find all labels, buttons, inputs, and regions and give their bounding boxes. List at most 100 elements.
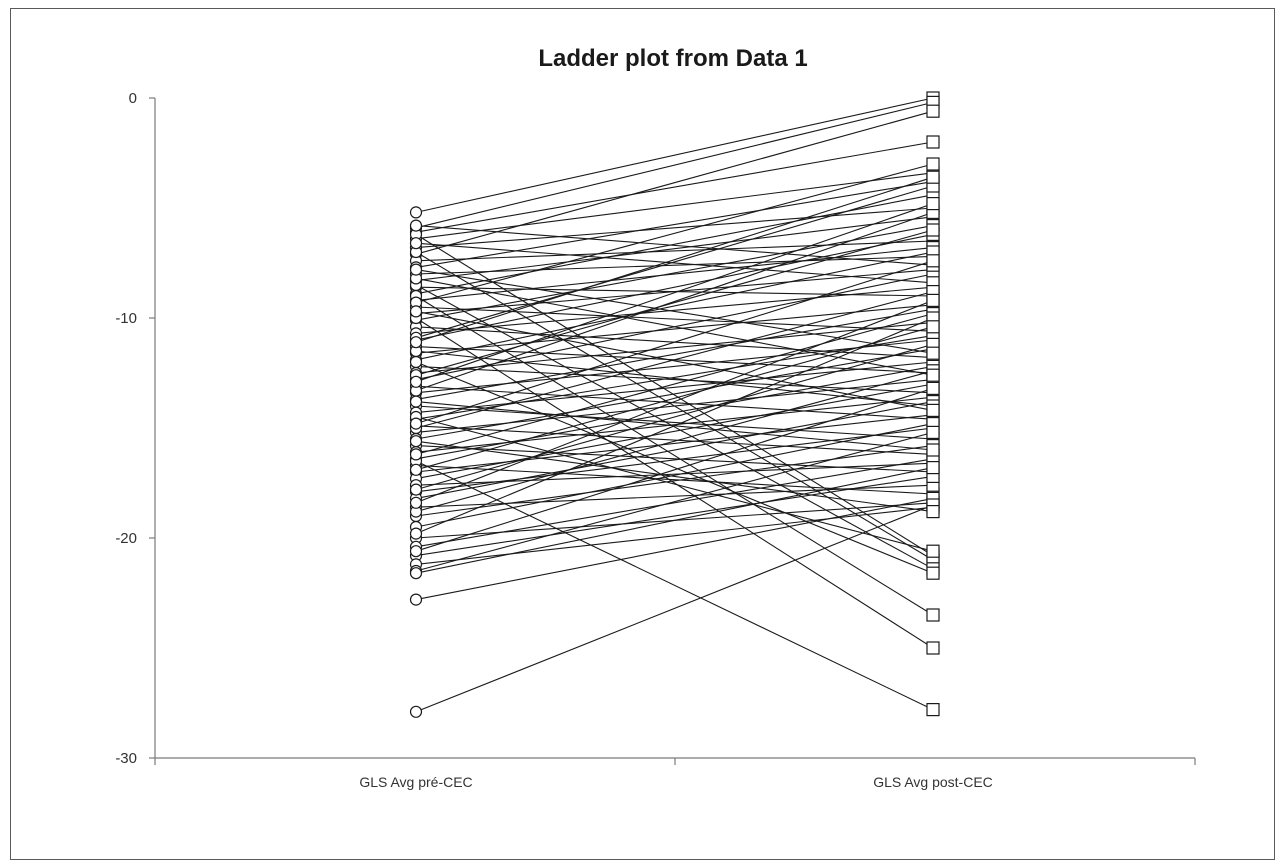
post-point <box>926 461 940 475</box>
ladder-line <box>415 385 934 420</box>
post-point <box>926 544 940 558</box>
ladder-line <box>415 431 934 572</box>
ladder-line <box>415 181 934 268</box>
ladder-line <box>415 467 934 574</box>
pre-point <box>409 417 423 430</box>
post-point <box>926 293 940 307</box>
ladder-line <box>415 370 934 513</box>
ladder-line <box>415 251 934 361</box>
ladder-line <box>415 185 934 339</box>
axes <box>149 97 1196 765</box>
pre-point <box>409 705 423 718</box>
ladder-line <box>415 497 934 601</box>
ladder-line <box>415 326 934 471</box>
ladder-line <box>415 416 934 552</box>
ladder-line <box>415 233 934 341</box>
post-point <box>926 702 940 717</box>
ladder-line <box>415 255 934 275</box>
pre-point <box>409 395 423 408</box>
pre-point <box>409 305 423 318</box>
ladder-line <box>415 427 934 493</box>
chart-canvas: Ladder plot from Data 1 0 -10 -20 -30 GLS Av… <box>115 45 1196 790</box>
post-point <box>926 223 940 237</box>
ladder-line <box>415 401 934 451</box>
ladder-line <box>415 260 934 425</box>
ladder-line <box>415 240 934 262</box>
post-point <box>926 254 940 268</box>
ladder-line <box>415 361 934 574</box>
ladder-line <box>415 97 934 213</box>
ladder-line <box>415 211 934 392</box>
series-lines <box>415 97 934 713</box>
ladder-line <box>415 445 934 473</box>
ladder-line <box>415 277 934 376</box>
ladder-line <box>415 306 934 332</box>
chart-frame: Ladder plot from Data 1 0 -10 -20 -30 GLS Av… <box>10 8 1275 860</box>
ladder-line <box>415 460 934 711</box>
ladder-line <box>415 207 934 249</box>
ladder-line <box>415 233 934 557</box>
pre-point <box>409 527 423 540</box>
ladder-line <box>415 247 934 301</box>
ladder-line <box>415 251 934 561</box>
y-tick-label: -20 <box>115 530 137 547</box>
x-tick-label: GLS Avg pré-CEC <box>359 774 472 790</box>
y-tick-label: 0 <box>129 90 137 107</box>
ladder-line <box>415 225 934 321</box>
ladder-line <box>415 304 934 354</box>
pre-point <box>409 206 423 219</box>
ladder-line <box>415 308 934 400</box>
ladder-line <box>415 216 934 282</box>
ladder-line <box>415 313 934 455</box>
ladder-line <box>415 317 934 649</box>
ladder-line <box>415 299 934 504</box>
y-tick-label: -30 <box>115 750 137 767</box>
ladder-line <box>415 405 934 440</box>
ladder-line <box>415 310 934 411</box>
post-point <box>926 505 940 519</box>
ladder-line <box>415 504 934 713</box>
x-tick-label: GLS Avg post-CEC <box>873 774 993 790</box>
post-point <box>926 443 940 457</box>
post-point <box>926 403 940 417</box>
pre-point <box>409 355 423 369</box>
ladder-line <box>415 101 934 229</box>
ladder-line <box>415 321 934 374</box>
pre-point <box>409 336 423 349</box>
pre-point <box>409 237 423 250</box>
ladder-line <box>415 475 934 557</box>
ladder-line <box>415 141 934 233</box>
pre-point <box>409 435 423 448</box>
ladder-line <box>415 110 934 255</box>
ladder-line <box>415 242 934 284</box>
ladder-line <box>415 291 934 429</box>
ladder-line <box>415 350 934 407</box>
ladder-line <box>415 176 934 343</box>
ladder-line <box>415 163 934 304</box>
post-point <box>926 425 940 439</box>
post-point <box>926 104 940 118</box>
ladder-line <box>415 383 934 480</box>
ladder-line <box>415 361 934 414</box>
ladder-line <box>415 445 934 517</box>
post-point <box>926 135 940 149</box>
y-tick-label: -10 <box>115 310 137 327</box>
pre-point <box>409 375 423 388</box>
ladder-line <box>415 423 934 528</box>
ladder-line <box>415 506 934 565</box>
pre-point <box>409 545 423 558</box>
post-point <box>926 608 940 622</box>
ladder-line <box>415 295 934 616</box>
ladder-line <box>415 172 934 240</box>
ladder-line <box>415 365 934 460</box>
post-point <box>926 320 940 334</box>
pre-point <box>409 496 423 509</box>
ladder-line <box>415 387 934 552</box>
post-point <box>926 368 940 382</box>
post-point <box>926 170 940 184</box>
ladder-line <box>415 269 934 315</box>
pre-point <box>409 219 423 232</box>
ladder-line <box>415 286 934 334</box>
pre-point <box>409 463 423 476</box>
series-markers <box>409 91 940 718</box>
